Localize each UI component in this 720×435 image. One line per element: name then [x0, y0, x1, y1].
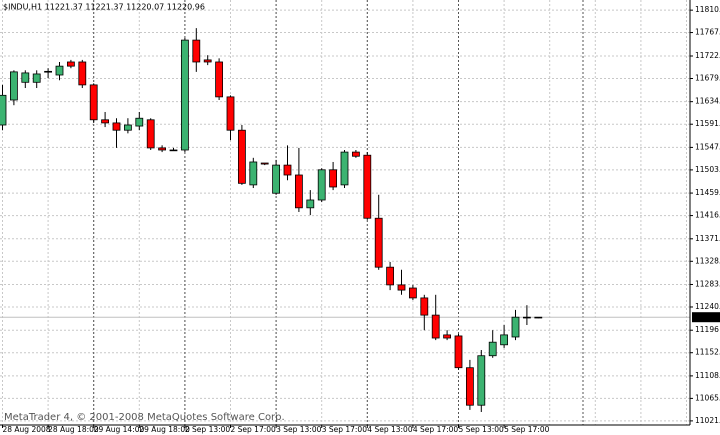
candle-body — [249, 161, 258, 186]
candle-body — [192, 39, 201, 63]
y-tick-label: 11283.8 — [695, 279, 720, 288]
candle-body — [420, 297, 429, 316]
y-tick-label: 11416.1 — [695, 211, 720, 220]
y-tick-label: 11108.3 — [695, 371, 720, 380]
x-tick-label: 28 Aug 18:00 — [48, 425, 99, 434]
y-tick-label: 11722.5 — [695, 51, 720, 60]
last-price-label: 11220.96 — [694, 312, 720, 321]
candle-body — [112, 122, 121, 131]
x-tick-label: 4 Sep 17:00 — [413, 425, 459, 434]
candle-body — [534, 316, 543, 319]
candle-body — [260, 162, 269, 165]
y-tick-label: 11767.5 — [695, 28, 720, 37]
x-tick-label: 3 Sep 13:00 — [276, 425, 322, 434]
candle-body — [215, 61, 224, 98]
candle-body — [55, 65, 64, 76]
candle-body — [169, 149, 178, 152]
candle-body — [317, 169, 326, 201]
candle-body — [32, 73, 41, 83]
x-tick-label: 2 Sep 13:00 — [185, 425, 231, 434]
candle-body — [408, 287, 417, 299]
candle-body — [386, 266, 395, 286]
y-tick-label: 11240.6 — [695, 302, 720, 311]
y-tick-label: 11021.9 — [695, 416, 720, 425]
candle-body — [67, 61, 75, 67]
candle-body — [124, 124, 132, 131]
candle-body — [374, 217, 383, 268]
candle-body — [0, 94, 7, 126]
candle-body — [78, 61, 87, 86]
candle-body — [500, 334, 509, 346]
y-tick-label: 11810.5 — [695, 5, 720, 14]
y-tick-label: 11547.0 — [695, 142, 720, 151]
y-tick-label: 11591.5 — [695, 119, 720, 128]
candle-body — [9, 71, 18, 101]
x-tick-label: 4 Sep 13:00 — [367, 425, 413, 434]
y-tick-label: 11459.3 — [695, 188, 720, 197]
candle-body — [329, 169, 338, 188]
footer: MetaTrader 4, © 2001-2008 MetaQuotes Sof… — [4, 412, 285, 423]
candle-body — [306, 199, 315, 209]
y-tick-label: 11634.8 — [695, 97, 720, 106]
y-tick-label: 11328.3 — [695, 256, 720, 265]
x-tick-label: 2 Sep 17:00 — [231, 425, 277, 434]
y-tick-label: 11679.3 — [695, 73, 720, 82]
candle-body — [488, 341, 497, 357]
candle-body — [283, 164, 292, 176]
last-price-box — [692, 312, 720, 323]
y-tick-label: 11503.8 — [695, 165, 720, 174]
candle-body — [44, 70, 52, 73]
candle-body — [477, 355, 486, 406]
chart-title: $INDU,H1 11221.37 11221.37 11220.07 1122… — [3, 3, 205, 12]
x-tick-label: 29 Aug 18:00 — [139, 425, 190, 434]
candle-body — [523, 316, 531, 319]
candle-body — [363, 154, 372, 219]
candle-body — [158, 147, 167, 151]
candle-body — [443, 334, 452, 339]
candle-body — [89, 84, 98, 121]
candle-body — [101, 119, 109, 124]
x-tick-label: 28 Aug 2008 — [3, 425, 51, 434]
x-tick-label: 5 Sep 13:00 — [459, 425, 505, 434]
candle-body — [340, 151, 349, 186]
y-tick-label: 11065.1 — [695, 393, 720, 402]
candle-body — [431, 314, 440, 339]
candle-body — [272, 164, 281, 194]
x-tick-label: 3 Sep 17:00 — [322, 425, 368, 434]
candle-body — [180, 39, 189, 151]
candle-body — [237, 129, 246, 184]
candle-body — [146, 119, 155, 149]
x-tick-label: 29 Aug 14:00 — [94, 425, 145, 434]
y-tick-label: 11152.8 — [695, 348, 720, 357]
candle-body — [511, 316, 520, 338]
candle-body — [465, 367, 474, 406]
candle-body — [226, 96, 235, 131]
candle-body — [454, 335, 463, 369]
candle-body — [294, 174, 303, 209]
candle-body — [203, 59, 212, 63]
candle-body — [351, 151, 360, 157]
x-tick-label: 5 Sep 17:00 — [504, 425, 550, 434]
y-tick-label: 11196 — [695, 325, 719, 334]
y-tick-label: 11371.5 — [695, 234, 720, 243]
candle-body — [397, 284, 406, 291]
candle-body — [21, 72, 30, 83]
candle-body — [135, 117, 144, 127]
